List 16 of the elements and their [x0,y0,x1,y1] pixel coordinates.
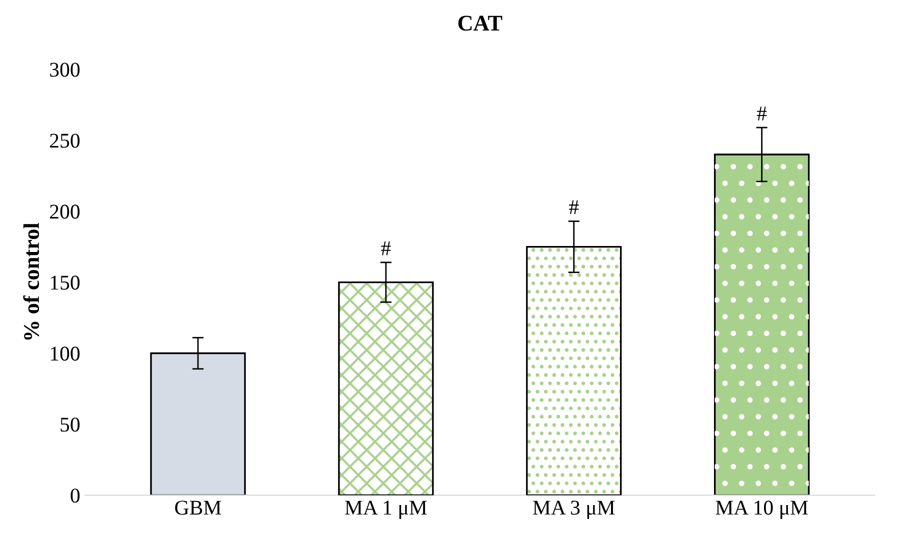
y-tick-label: 200 [50,204,80,219]
x-tick-label: MA 10 μM [716,500,808,519]
annotation: # [381,242,391,256]
y-tick-label: 250 [50,134,80,148]
y-tick-label: 100 [50,346,80,361]
y-axis-title: % of control [23,222,40,340]
x-tick-label: GBM [175,500,222,515]
x-tick-label: MA 3 μM [532,500,615,519]
y-tick-label: 300 [50,62,80,77]
y-tick-label: 50 [60,418,80,432]
chart-title: CAT [458,16,502,31]
annotation: # [756,106,767,120]
annotation: # [569,200,579,214]
y-tick-label: 150 [50,276,80,290]
x-tick-label: MA 1 μM [345,500,427,519]
y-tick-label: 0 [70,488,80,503]
